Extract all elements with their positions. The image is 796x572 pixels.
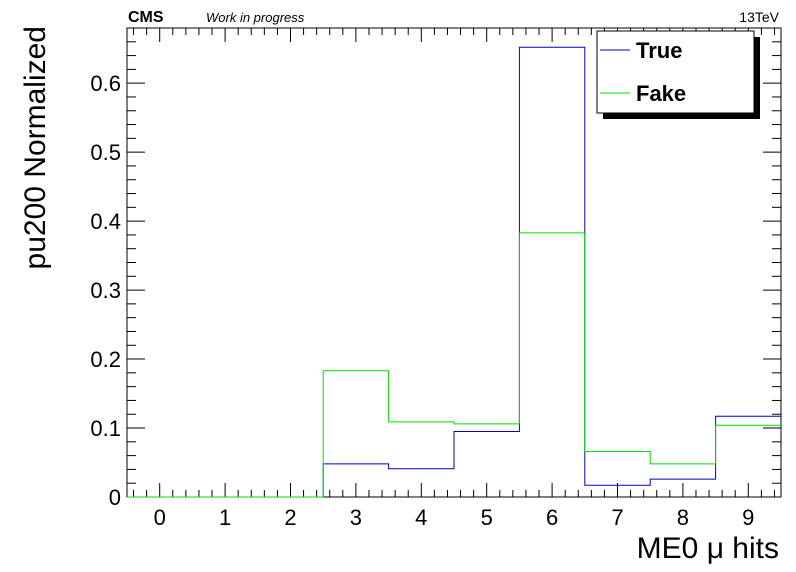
x-axis-title: ME0 μ hits bbox=[637, 532, 779, 565]
x-tick-label: 0 bbox=[154, 505, 166, 530]
y-tick-label: 0 bbox=[109, 485, 121, 510]
y-tick-label: 0.1 bbox=[90, 416, 121, 441]
y-tick-label: 0.3 bbox=[90, 278, 121, 303]
legend-label-true: True bbox=[636, 38, 682, 63]
x-tick-label: 6 bbox=[546, 505, 558, 530]
energy-label: 13TeV bbox=[739, 9, 779, 25]
x-tick-label: 5 bbox=[481, 505, 493, 530]
x-tick-label: 8 bbox=[677, 505, 689, 530]
x-tick-label: 2 bbox=[284, 505, 296, 530]
y-tick-label: 0.6 bbox=[90, 71, 121, 96]
legend: True Fake bbox=[596, 30, 760, 119]
y-axis-title: pu200 Normalized bbox=[19, 26, 52, 269]
series-layer bbox=[127, 46, 781, 498]
y-tick-labels: 0 0.1 0.2 0.3 0.4 0.5 0.6 bbox=[90, 71, 121, 510]
y-tick-label: 0.5 bbox=[90, 140, 121, 165]
y-tick-label: 0.4 bbox=[90, 209, 121, 234]
y-tick-label: 0.2 bbox=[90, 347, 121, 372]
axis-ticks bbox=[127, 27, 781, 498]
x-tick-label: 4 bbox=[415, 505, 427, 530]
status-label: Work in progress bbox=[206, 10, 305, 25]
x-tick-label: 1 bbox=[219, 505, 231, 530]
series-fake-line bbox=[127, 232, 781, 498]
x-tick-label: 9 bbox=[742, 505, 754, 530]
x-tick-label: 3 bbox=[350, 505, 362, 530]
x-tick-label: 7 bbox=[611, 505, 623, 530]
legend-label-fake: Fake bbox=[636, 81, 686, 106]
cms-label: CMS bbox=[128, 9, 164, 26]
legend-box bbox=[596, 30, 755, 114]
x-tick-labels: 0 1 2 3 4 5 6 7 8 9 bbox=[154, 505, 755, 530]
